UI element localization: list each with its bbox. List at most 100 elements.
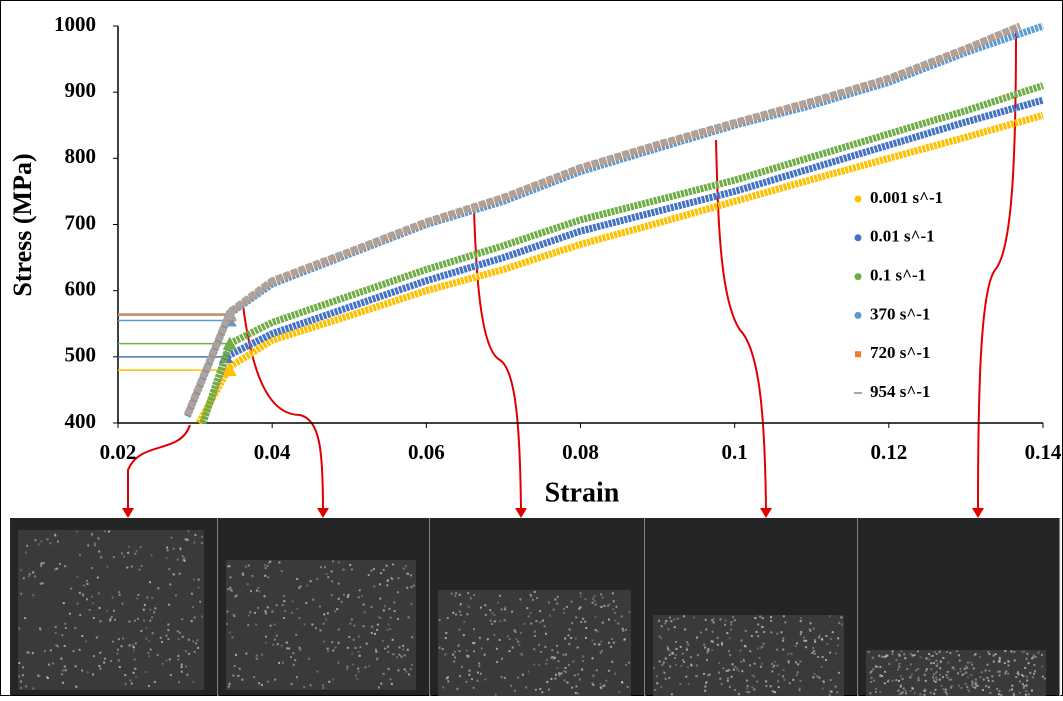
speckle [704,646,707,649]
speckle [264,574,267,577]
speckle [871,656,874,659]
speckle [813,673,816,676]
speckle [404,564,407,567]
speckle [936,662,939,665]
speckle [192,578,195,581]
legend-label: 954 s^-1 [870,382,930,401]
speckle [930,655,933,658]
speckle [134,552,137,555]
speckle [712,621,715,624]
speckle [370,631,373,634]
speckle [542,619,545,622]
speckle [79,554,82,557]
speckle [337,561,340,564]
speckle [607,604,610,607]
speckle [149,648,152,651]
speckle [392,563,395,566]
speckle [391,638,394,641]
speckle [836,644,839,647]
speckle [997,660,1000,663]
speckle [925,669,928,672]
speckle [706,651,709,654]
speckle [932,673,935,676]
speckle [985,685,988,688]
speckle [178,631,181,634]
speckle [1021,651,1024,654]
speckle [595,669,598,672]
speckle [761,625,764,628]
speckle [682,659,685,662]
speckle [118,593,121,596]
speckle [92,617,95,620]
speckle [120,552,123,555]
speckle [1004,650,1007,653]
speckle [128,644,131,647]
speckle [623,638,626,641]
speckle [269,624,272,627]
speckle [554,677,557,680]
speckle [497,601,500,604]
speckle [76,602,79,605]
speckle [365,642,368,645]
speckle [1017,673,1020,676]
speckle [687,643,690,646]
speckle [924,688,927,691]
speckle [935,670,938,673]
speckle [742,658,745,661]
speckle [655,675,658,678]
speckle [391,578,394,581]
speckle [942,688,945,691]
speckle [987,650,990,653]
speckle [879,674,882,677]
speckle [753,617,756,620]
speckle [782,615,785,618]
speckle [99,651,102,654]
legend-marker [855,351,861,358]
speckle [551,649,554,652]
speckle [935,659,938,662]
speckle [75,685,78,688]
speckle [499,620,502,623]
speckle [537,643,540,646]
speckle [61,681,64,684]
speckle [168,603,171,606]
speckle [465,680,468,683]
speckle [312,598,315,601]
speckle [151,616,154,619]
speckle [799,660,802,663]
speckle [375,650,378,653]
speckle [387,623,390,626]
speckle [122,637,125,640]
speckle [673,618,676,621]
speckle [112,609,115,612]
legend-marker [854,234,862,242]
speckle [1041,675,1044,678]
speckle [177,658,180,661]
speckle [591,682,594,685]
speckle [521,673,524,676]
speckle [611,660,614,663]
speckle [529,593,532,596]
speckle [97,537,100,540]
speckle [32,687,35,690]
speckle [676,617,679,620]
legend-label: 0.1 s^-1 [870,266,926,285]
speckle [731,663,734,666]
speckle [295,676,298,679]
speckle [765,680,768,683]
x-tick-label: 0.12 [870,440,907,464]
speckle [931,654,934,657]
speckle [356,678,359,681]
speckle [716,643,719,646]
speckle [458,610,461,613]
speckle [159,636,162,639]
speckle [579,606,582,609]
speckle [904,657,907,660]
speckle [447,680,450,683]
speckle [134,642,137,645]
speckle [910,673,913,676]
speckle [601,596,604,599]
speckle [938,678,941,681]
speckle [346,646,349,649]
speckle [541,691,544,694]
